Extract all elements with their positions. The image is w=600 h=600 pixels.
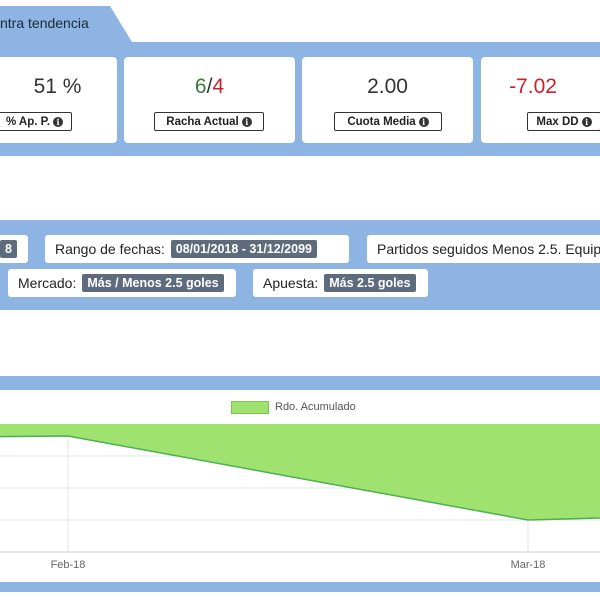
filter-first-chip: 8 xyxy=(0,240,17,258)
streak-losses: 4 xyxy=(212,75,225,98)
stat-card-average-odds: 2.00 Cuota Media i xyxy=(302,57,473,143)
info-circle-icon[interactable]: i xyxy=(53,116,64,127)
stat-label-max-drawdown[interactable]: Max DD i xyxy=(527,112,600,131)
chart-header-bar xyxy=(0,376,600,390)
filter-market[interactable]: Mercado: Más / Menos 2.5 goles xyxy=(8,269,236,297)
info-circle-icon[interactable]: i xyxy=(241,116,252,127)
streak-wins: 6 xyxy=(194,75,207,98)
stat-label-text: Racha Actual xyxy=(166,115,239,128)
stat-label-text: % Ap. P. xyxy=(5,115,51,128)
stat-label-text: Max DD xyxy=(536,115,579,128)
stat-value-win-rate: 51 % xyxy=(33,75,82,98)
stat-card-win-rate: 51 % % Ap. P. i xyxy=(0,57,117,143)
filter-date-range[interactable]: Rango de fechas: 08/01/2018 - 31/12/2099 xyxy=(45,235,349,263)
stat-value-current-streak: 6/4 xyxy=(124,75,295,99)
filter-market-value: Más / Menos 2.5 goles xyxy=(82,274,224,292)
info-circle-icon[interactable]: i xyxy=(581,116,592,127)
filter-date-range-label: Rango de fechas: xyxy=(55,241,165,257)
filter-followed-matches[interactable]: Partidos seguidos Menos 2.5. Equipo xyxy=(367,235,600,263)
filter-bet[interactable]: Apuesta: Más 2.5 goles xyxy=(253,269,428,297)
stat-label-average-odds[interactable]: Cuota Media i xyxy=(334,112,442,131)
stat-label-win-rate[interactable]: % Ap. P. i xyxy=(0,112,72,131)
stat-value-max-drawdown: -7.02 xyxy=(509,75,557,98)
filter-date-range-value: 08/01/2018 - 31/12/2099 xyxy=(170,240,317,258)
filter-bet-label: Apuesta: xyxy=(263,275,319,291)
filter-followed-label: Partidos seguidos Menos 2.5. Equipo xyxy=(377,241,600,257)
info-circle-icon[interactable]: i xyxy=(418,116,429,127)
series-area xyxy=(0,424,600,520)
legend-swatch[interactable] xyxy=(231,401,269,414)
cumulative-result-chart: Feb-18 Mar-18 xyxy=(0,424,600,571)
section-title: ntra tendencia xyxy=(0,15,89,31)
legend-label[interactable]: Rdo. Acumulado xyxy=(275,401,356,413)
stat-card-current-streak: 6/4 Racha Actual i xyxy=(124,57,295,143)
filter-bet-value: Más 2.5 goles xyxy=(324,274,416,292)
stat-label-text: Cuota Media xyxy=(347,115,416,128)
section-tab[interactable]: ntra tendencia xyxy=(0,6,132,42)
series-line xyxy=(0,435,600,521)
chart-footer-bar xyxy=(0,582,600,592)
filter-market-label: Mercado: xyxy=(18,275,77,291)
stat-value-average-odds: 2.00 xyxy=(367,75,408,98)
stat-card-max-drawdown: -7.02 Max DD i xyxy=(481,57,600,143)
x-tick-label: Mar-18 xyxy=(511,559,546,571)
streak-separator: / xyxy=(206,75,213,98)
x-tick-label: Feb-18 xyxy=(51,559,86,571)
stat-label-current-streak[interactable]: Racha Actual i xyxy=(154,112,264,131)
filter-first: 8 xyxy=(0,235,28,263)
